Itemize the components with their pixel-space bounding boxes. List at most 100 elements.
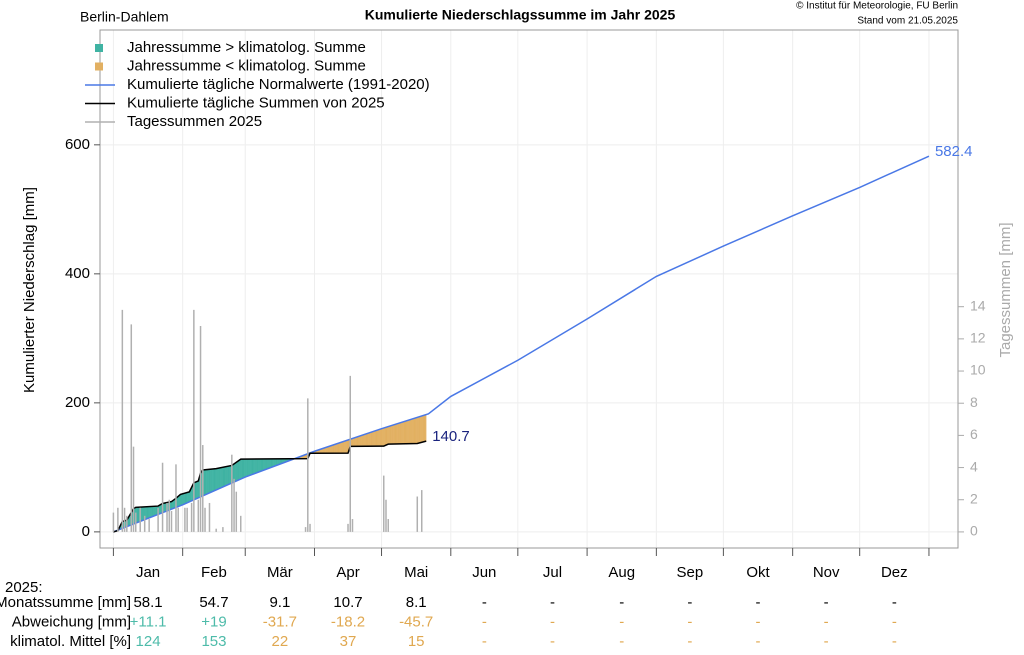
legend-swatch (95, 44, 103, 52)
table-cell: - (619, 613, 624, 630)
difference-fill (421, 415, 424, 443)
difference-fill (145, 506, 148, 520)
table-cell: - (824, 594, 829, 611)
difference-fill (229, 465, 231, 485)
difference-fill (249, 458, 251, 476)
table-cell: 37 (340, 633, 357, 650)
x-tick-label: Dez (881, 564, 908, 581)
y-tick-label: 200 (65, 394, 90, 411)
difference-fill (416, 417, 418, 444)
difference-fill (379, 428, 381, 447)
difference-fill (342, 441, 344, 454)
difference-fill (188, 491, 190, 503)
difference-fill (216, 468, 218, 491)
x-tick-label: Jul (543, 564, 562, 581)
y2-tick-label: 10 (970, 362, 986, 378)
legend-label: Kumulierte tägliche Summen von 2025 (127, 94, 385, 111)
table-cell: 22 (272, 633, 289, 650)
difference-fill (336, 443, 339, 454)
difference-fill (371, 431, 373, 447)
difference-fill (251, 458, 254, 475)
y2-tick-label: 6 (970, 426, 978, 442)
difference-fill (197, 480, 199, 499)
difference-fill (185, 492, 188, 504)
difference-fill (235, 461, 237, 482)
difference-fill (405, 420, 408, 444)
difference-fill (184, 492, 187, 505)
difference-fill (213, 468, 216, 492)
difference-fill (408, 419, 410, 444)
difference-fill (250, 458, 253, 476)
table-cell: - (756, 594, 761, 611)
y-tick-label: 600 (65, 136, 90, 153)
difference-fill (211, 468, 213, 493)
difference-fill (248, 458, 250, 477)
table-cell: - (550, 633, 555, 650)
difference-fill (394, 423, 397, 445)
difference-fill (369, 432, 371, 447)
y2-axis-label: Tagessummen [mm] (997, 222, 1014, 357)
difference-fill (370, 431, 372, 447)
difference-fill (150, 506, 152, 518)
difference-fill (182, 493, 184, 506)
difference-fill (252, 458, 255, 475)
difference-fill (378, 429, 380, 447)
table-cell: -18.2 (331, 613, 365, 630)
difference-fill (360, 435, 362, 447)
difference-fill (400, 422, 402, 445)
x-tick-label: Sep (677, 564, 704, 581)
table-cell: 10.7 (333, 594, 362, 611)
difference-fill (245, 458, 247, 478)
legend-label: Jahressumme > klimatolog. Summe (127, 39, 366, 56)
difference-fill (227, 465, 229, 486)
difference-fill (262, 458, 265, 471)
difference-fill (180, 493, 182, 506)
difference-fill (333, 444, 335, 454)
difference-fill (343, 440, 345, 454)
table-cell: - (482, 633, 487, 650)
difference-fill (195, 481, 198, 500)
table-cell: - (550, 594, 555, 611)
difference-fill (382, 427, 384, 447)
table-cell: - (756, 613, 761, 630)
difference-fill (384, 427, 387, 446)
difference-fill (141, 506, 143, 522)
table-cell: - (619, 633, 624, 650)
table-cell: -31.7 (263, 613, 297, 630)
difference-fill (270, 458, 273, 468)
table-cell: 153 (201, 633, 226, 650)
difference-fill (241, 458, 244, 479)
difference-fill (404, 420, 407, 444)
difference-fill (239, 458, 241, 480)
difference-fill (254, 458, 256, 474)
difference-fill (424, 414, 427, 442)
date-note: Stand vom 21.05.2025 (857, 16, 958, 27)
difference-fill (418, 416, 420, 444)
difference-fill (258, 458, 260, 473)
table-cell: - (756, 633, 761, 650)
difference-fill (351, 438, 353, 447)
difference-fill (356, 436, 359, 447)
x-tick-label: Jan (136, 564, 160, 581)
x-tick-label: Mär (267, 564, 293, 581)
difference-fill (136, 507, 139, 523)
table-cell: - (687, 633, 692, 650)
table-row-label: klimatol. Mittel [%] (10, 633, 131, 650)
plot-frame (99, 29, 959, 549)
difference-fill (236, 461, 238, 482)
end-label: 582.4 (935, 143, 973, 160)
table-cell: - (482, 613, 487, 630)
difference-fill (256, 458, 258, 474)
table-cell: - (824, 613, 829, 630)
difference-fill (271, 458, 274, 468)
y-axis-label: Kumulierter Niederschlag [mm] (21, 187, 38, 393)
y2-tick-label: 14 (970, 297, 986, 313)
difference-fill (137, 507, 140, 523)
difference-fill (214, 468, 217, 491)
y2-tick-label: 2 (970, 490, 978, 506)
table-cell: 9.1 (269, 594, 290, 611)
difference-fill (375, 429, 378, 447)
difference-fill (423, 414, 426, 442)
legend-label: Kumulierte tägliche Normalwerte (1991-20… (127, 76, 430, 93)
